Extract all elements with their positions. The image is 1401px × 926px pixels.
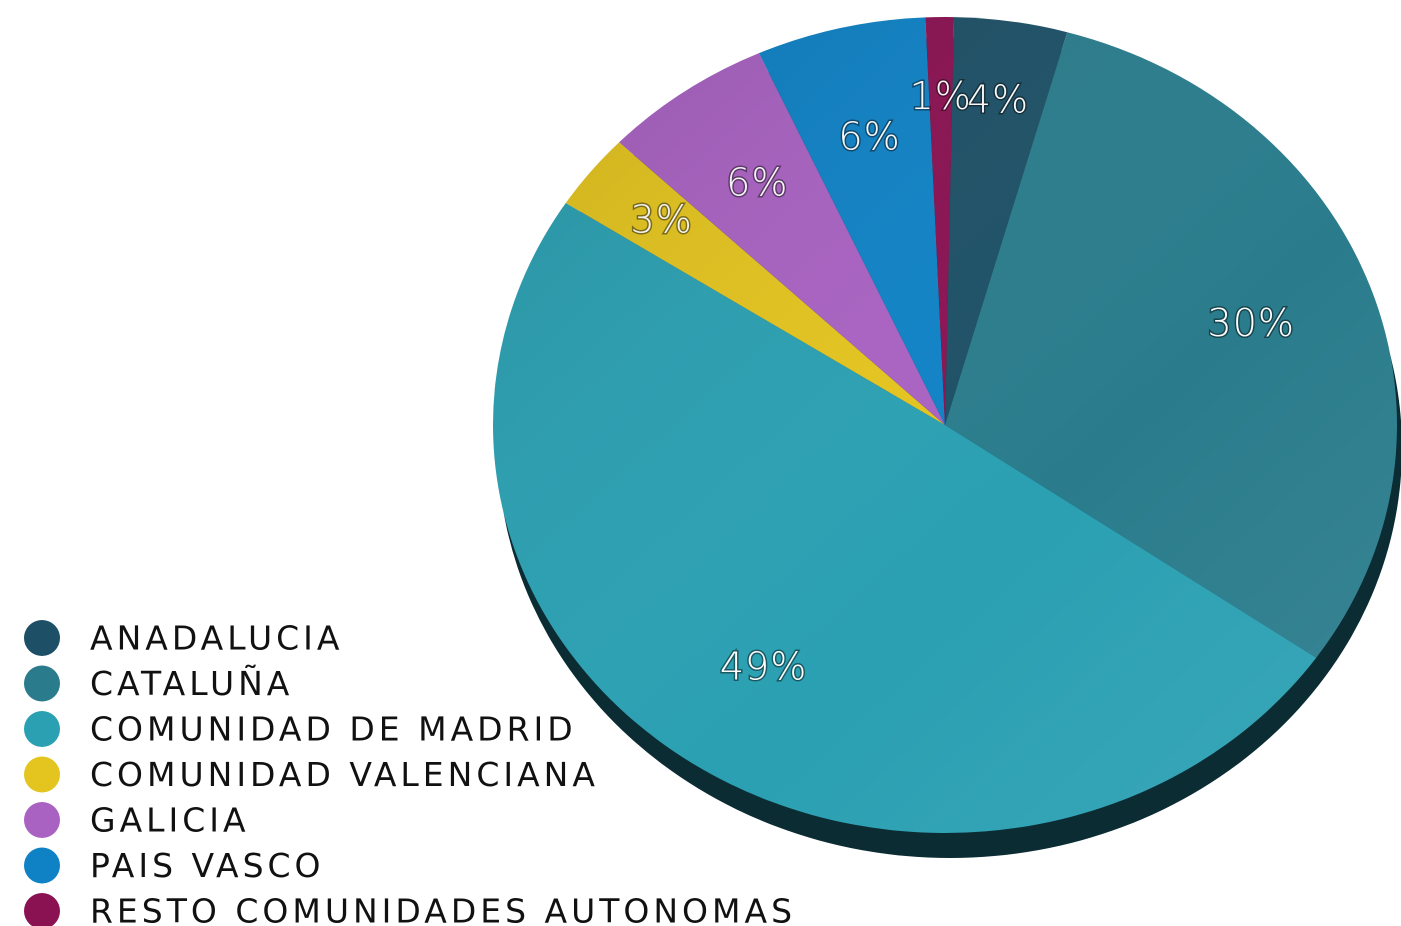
legend-swatch <box>24 711 60 747</box>
legend-label: CATALUÑA <box>90 664 293 703</box>
slice-label: 6% <box>726 161 788 205</box>
legend-swatch <box>24 665 60 702</box>
legend-label: COMUNIDAD VALENCIANA <box>90 755 599 794</box>
slice-label: 30% <box>1208 301 1295 345</box>
legend: ANADALUCIA CATALUÑA COMUNIDAD DE MADRID COM… <box>24 619 796 926</box>
slice-label: 49% <box>720 644 807 688</box>
slice-label: 3% <box>631 198 693 242</box>
legend-swatch <box>24 802 60 838</box>
legend-label: RESTO COMUNIDADES AUTONOMAS <box>90 892 796 926</box>
slice-label: 6% <box>838 115 900 159</box>
slice-label: 1% <box>910 74 972 118</box>
legend-label: PAIS VASCO <box>90 846 325 885</box>
legend-label: COMUNIDAD DE MADRID <box>90 710 577 749</box>
pie: 4%30%49%3%6%6%1% <box>492 17 1397 834</box>
slice-label: 4% <box>967 78 1029 122</box>
legend-swatch <box>24 756 60 793</box>
legend-swatch <box>24 893 60 926</box>
legend-label: GALICIA <box>90 801 250 840</box>
legend-label: ANADALUCIA <box>90 619 344 658</box>
legend-swatch <box>24 620 60 656</box>
legend-swatch <box>24 847 60 884</box>
